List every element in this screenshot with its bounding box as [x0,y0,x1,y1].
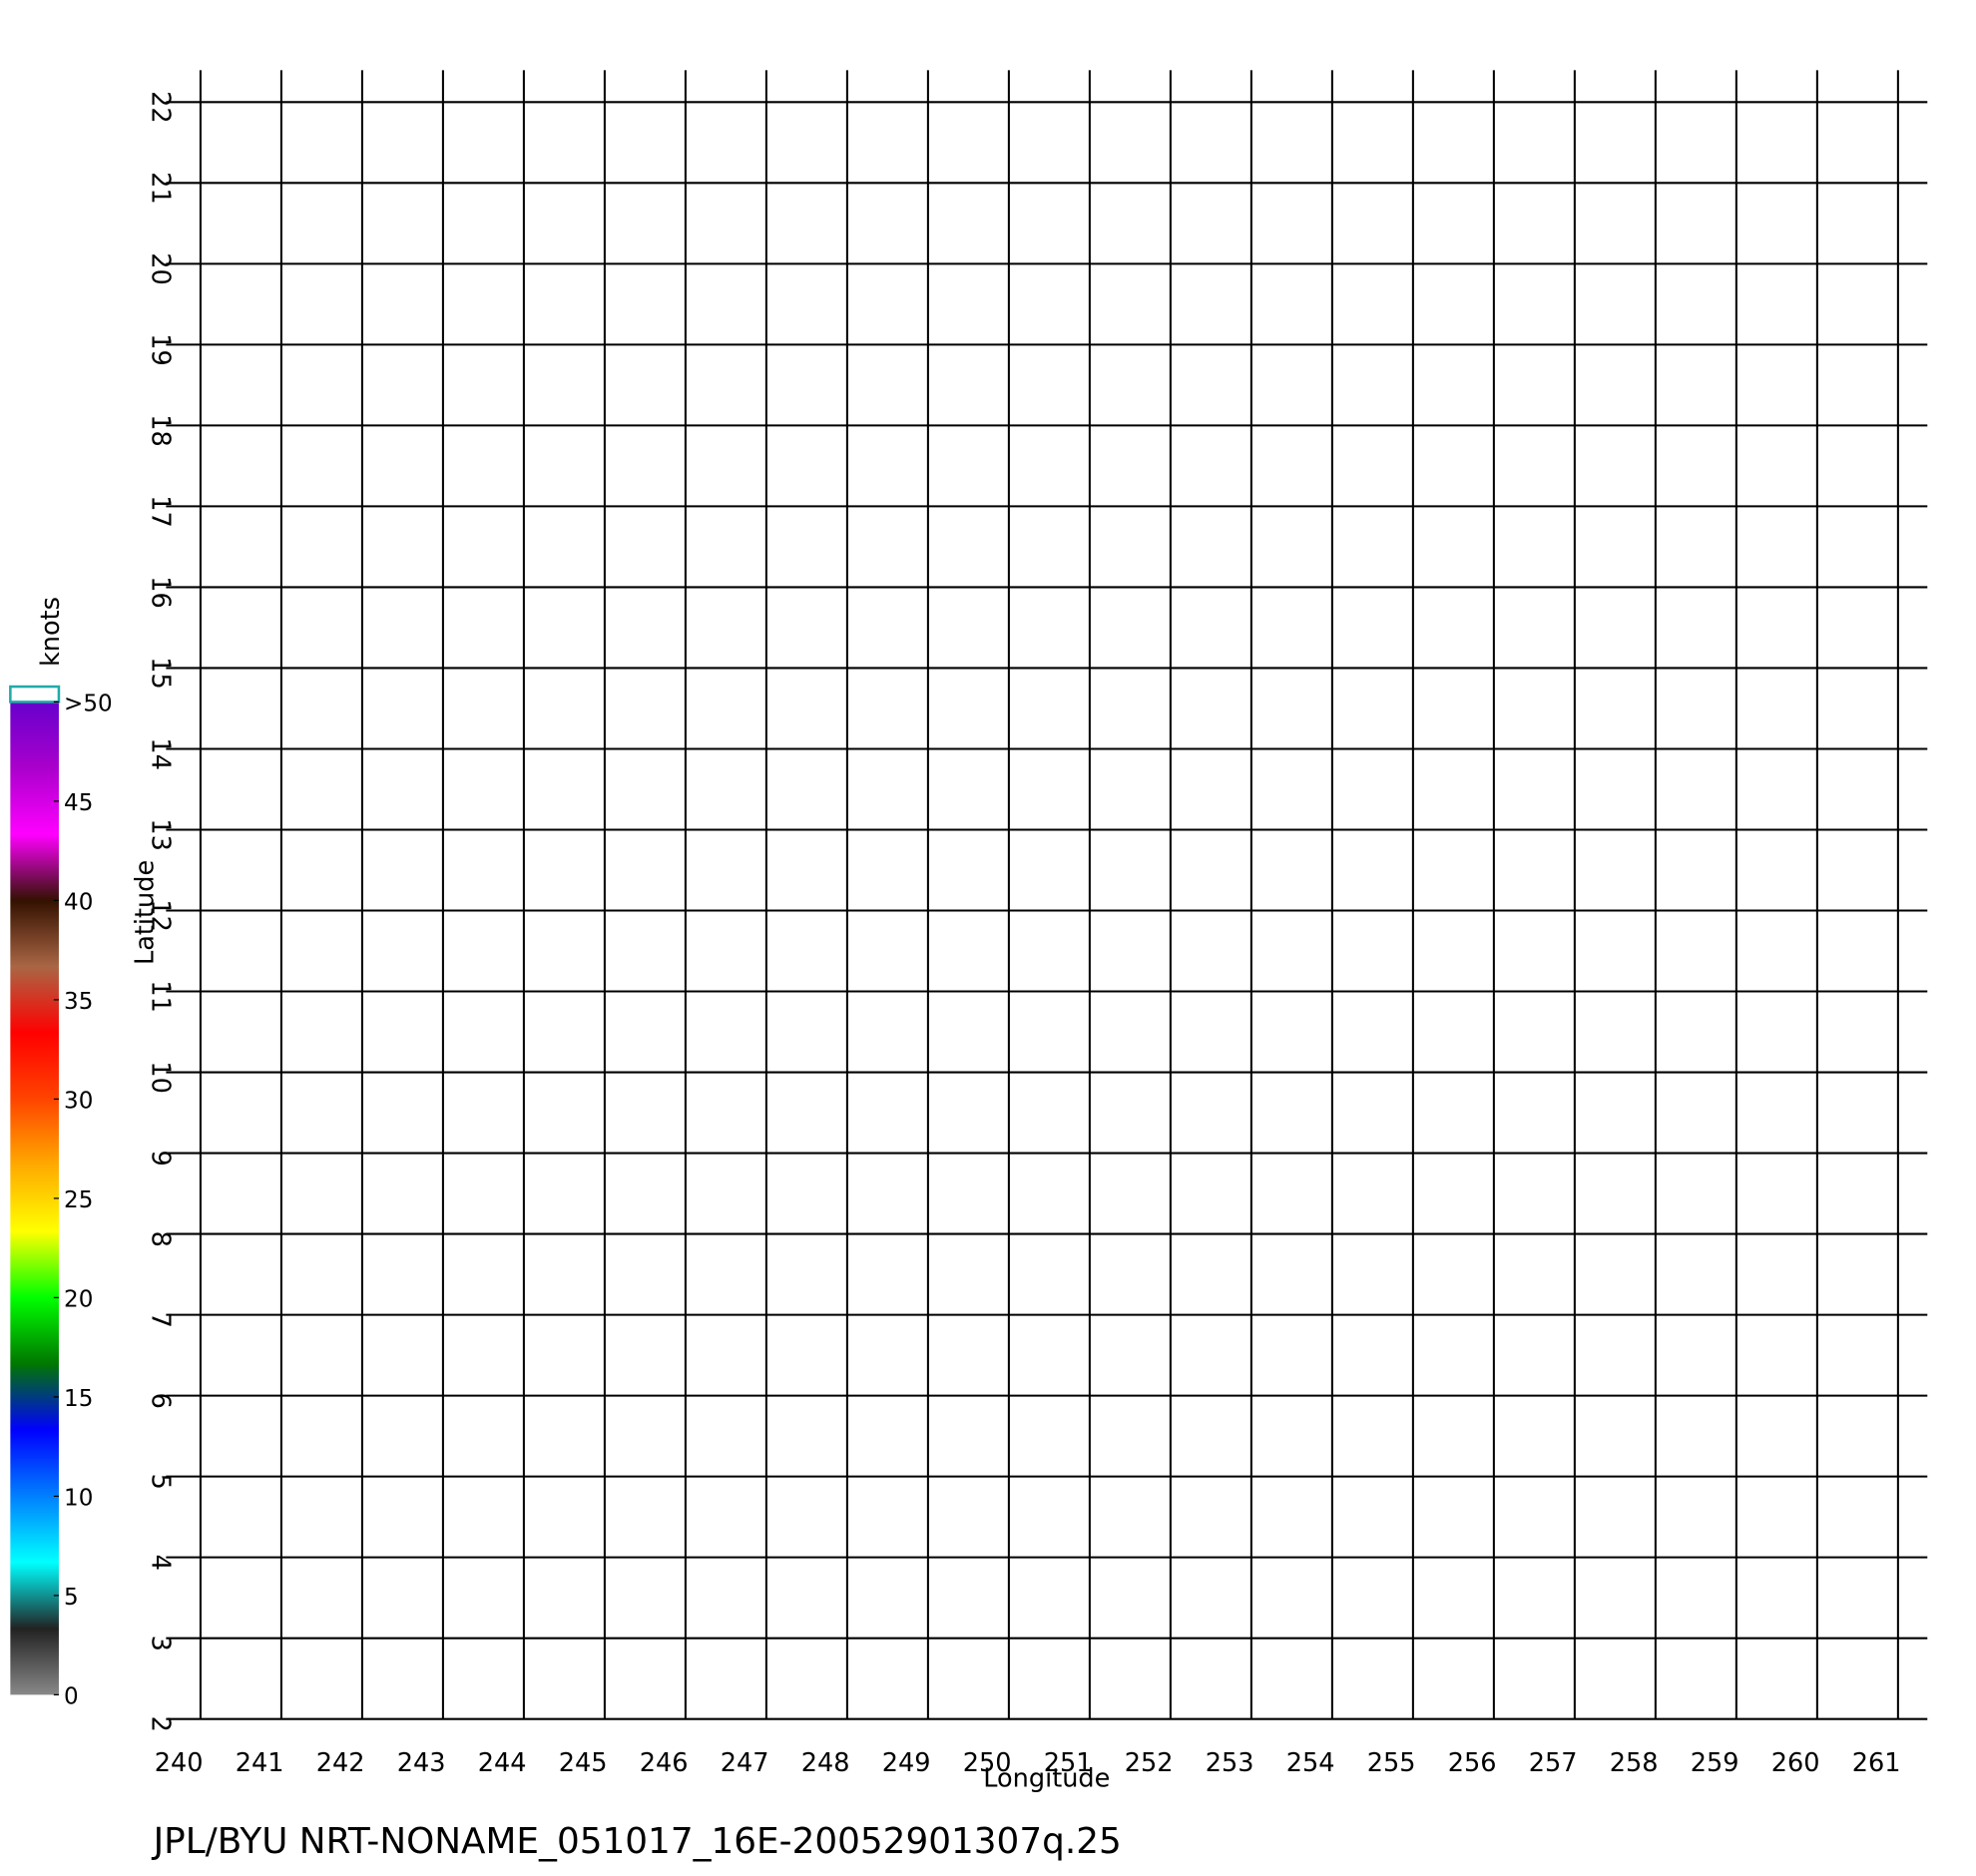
y-tick-label: 5 [145,1474,175,1490]
x-tick-label: 260 [1771,1748,1820,1778]
y-tick-label: 9 [145,1151,175,1167]
colorbar-tick-label: 40 [64,889,93,915]
x-tick-label: 248 [801,1748,850,1778]
x-tick-label: 245 [559,1748,608,1778]
x-tick-label: 252 [1125,1748,1174,1778]
y-tick-label: 22 [145,91,175,124]
x-tick-label: 258 [1610,1748,1659,1778]
x-tick-label: 261 [1852,1748,1901,1778]
y-tick-label: 4 [145,1555,175,1571]
colorbar-tick-label: >50 [64,691,113,716]
x-tick-label: 243 [397,1748,446,1778]
colorbar-tick-label: 10 [64,1485,93,1511]
y-tick-label: 8 [145,1231,175,1247]
colorbar-tick-label: 15 [64,1386,93,1412]
colorbar-tick-label: 45 [64,790,93,816]
y-tick-label: 6 [145,1393,175,1409]
y-tick-label: 7 [145,1312,175,1328]
x-tick-label: 242 [316,1748,365,1778]
colorbar-tick-label: 20 [64,1286,93,1312]
y-tick-label: 12 [145,899,175,932]
x-tick-label: 256 [1448,1748,1497,1778]
colorbar [10,702,59,1695]
y-tick-label: 20 [145,252,175,285]
y-tick-label: 3 [145,1636,175,1651]
y-tick-label: 16 [145,576,175,609]
x-axis-title: Longitude [983,1763,1110,1793]
y-tick-label: 11 [145,980,175,1013]
x-tick-label: 253 [1206,1748,1254,1778]
y-tick-label: 15 [145,657,175,690]
y-tick-label: 13 [145,818,175,851]
colorbar-tick-label: 30 [64,1088,93,1114]
y-axis-title: Latitude [131,860,161,965]
y-tick-label: 17 [145,495,175,528]
footer: JPL/BYU NRT-NONAME_051017_16E-2005290130… [152,1821,1122,1862]
x-tick-label: 250 [963,1748,1012,1778]
x-tick-label: 246 [640,1748,689,1778]
x-tick-label: 249 [882,1748,931,1778]
x-tick-label: 251 [1044,1748,1093,1778]
x-tick-label: 247 [721,1748,769,1778]
x-tick-label: 259 [1691,1748,1739,1778]
x-tick-label: 240 [155,1748,204,1778]
colorbar-tick-label: 25 [64,1187,93,1213]
colorbar-tick-label: 35 [64,989,93,1015]
colorbar-cap [9,685,61,704]
y-tick-label: 21 [145,172,175,205]
y-tick-label: 14 [145,737,175,770]
y-tick-label: 10 [145,1061,175,1094]
x-tick-label: 257 [1529,1748,1578,1778]
colorbar-tick-label: 5 [64,1585,79,1611]
y-tick-label: 18 [145,414,175,447]
y-tick-label: 2 [145,1716,175,1732]
x-tick-label: 254 [1286,1748,1335,1778]
x-tick-label: 241 [236,1748,284,1778]
colorbar-tick-label: 0 [64,1683,79,1709]
x-tick-label: 255 [1367,1748,1416,1778]
colorbar-label: knots [36,597,66,667]
x-tick-label: 244 [478,1748,527,1778]
y-tick-label: 19 [145,333,175,366]
